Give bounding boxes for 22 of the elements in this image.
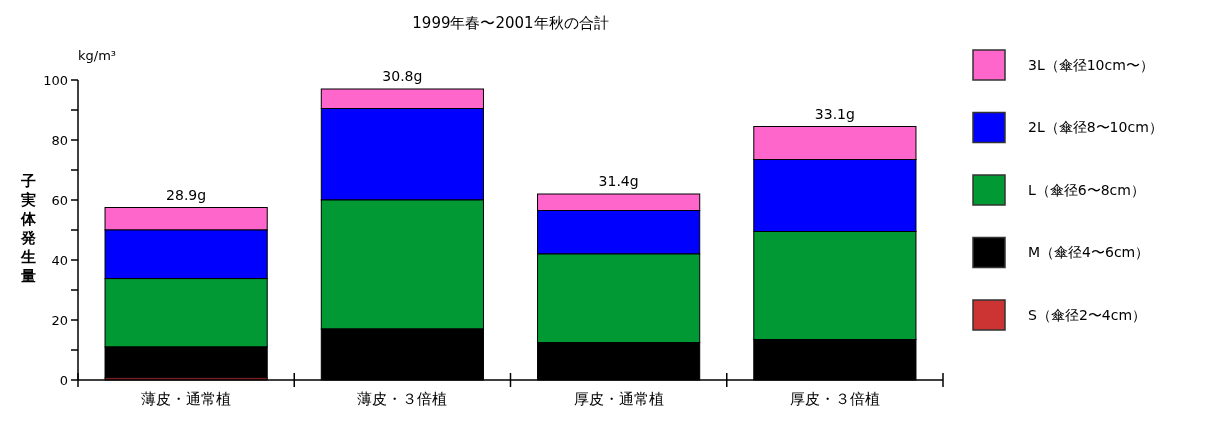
- legend-label: L（傘径6〜8cm）: [1028, 181, 1145, 198]
- legend-label: S（傘径2〜4cm）: [1028, 306, 1147, 323]
- annotation: 33.1g: [814, 105, 855, 122]
- annotation: 28.9g: [166, 186, 207, 203]
- chart-title: 1999年春〜2001年秋の合計: [412, 14, 609, 32]
- text: kg/m³: [78, 48, 117, 63]
- y-axis-title: 子実体発生量: [19, 172, 37, 285]
- legend-label: 2L（傘径8〜10cm）: [1028, 119, 1163, 136]
- x-tick-label: 薄皮・３倍植: [357, 390, 448, 408]
- y-tick-label: 20: [51, 312, 68, 328]
- annotation: 30.8g: [382, 68, 423, 84]
- legend-label: 3L（傘径10cm〜）: [1028, 56, 1154, 73]
- y-tick-label: 60: [51, 192, 68, 208]
- annotation: 31.4g: [598, 173, 639, 189]
- y-tick-label: 100: [43, 72, 68, 88]
- x-tick-label: 厚皮・３倍植: [789, 390, 880, 408]
- x-tick-label: 薄皮・通常植: [141, 390, 232, 408]
- x-tick-label: 厚皮・通常植: [573, 390, 664, 408]
- y-tick-label: 0: [59, 372, 68, 388]
- y-tick-label: 40: [51, 252, 68, 268]
- y-tick-label: 80: [51, 132, 68, 148]
- legend-label: M（傘径4〜6cm）: [1028, 244, 1150, 261]
